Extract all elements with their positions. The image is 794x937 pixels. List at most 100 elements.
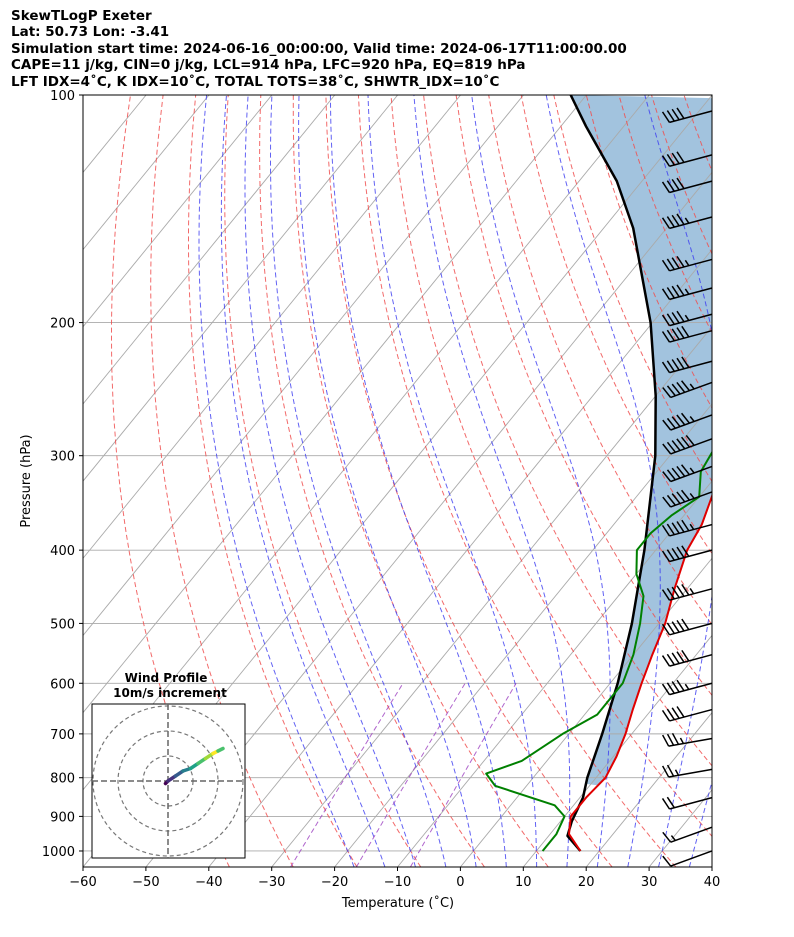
y-tick-label: 300 <box>50 450 75 465</box>
barb-flag <box>680 464 691 476</box>
wind-barb <box>661 584 713 601</box>
barb-staff <box>670 381 713 399</box>
barb-staff <box>670 491 713 508</box>
barb-staff <box>669 154 713 167</box>
barb-flag <box>666 796 675 809</box>
barb-flag <box>666 549 675 561</box>
barb-flag <box>661 734 670 747</box>
chart-title: SkewTLogP Exeter <box>11 8 152 24</box>
barb-flag <box>671 152 680 165</box>
barb-flag <box>680 380 691 392</box>
x-tick-label: 20 <box>578 875 595 890</box>
x-tick-label: −30 <box>258 875 285 890</box>
barb-flag <box>671 285 680 298</box>
barb-flag <box>661 181 671 193</box>
mixing-ratio-line <box>355 683 466 867</box>
isotherm-line <box>522 634 712 867</box>
moist-adiabat-line <box>270 95 447 867</box>
y-tick-label: 700 <box>50 728 75 743</box>
wind-barb <box>662 826 713 843</box>
barb-flag <box>661 361 671 374</box>
wind-barb <box>662 489 713 508</box>
location-line: Lat: 50.73 Lon: -3.41 <box>11 24 170 41</box>
barb-staff <box>670 826 713 843</box>
dry-adiabat-line <box>390 95 712 838</box>
barb-flag <box>661 155 671 167</box>
barb-staff <box>669 313 713 327</box>
barb-flag <box>671 586 680 599</box>
barb-flag <box>666 523 675 536</box>
barb-flag <box>662 471 672 482</box>
dry-adiabat-line <box>423 95 712 767</box>
barb-flag <box>676 284 685 296</box>
barb-half <box>684 259 690 267</box>
barb-flag <box>661 623 671 636</box>
barb-flag <box>676 706 685 718</box>
barb-staff <box>669 258 713 272</box>
x-tick-label: −10 <box>384 875 411 890</box>
barb-half <box>689 523 695 530</box>
barb-flag <box>671 383 681 395</box>
barb-flag <box>671 178 680 191</box>
barb-half <box>689 588 695 595</box>
wind-barb <box>661 213 713 230</box>
barb-half <box>689 467 695 474</box>
wind-barb <box>661 618 713 636</box>
wind-barb <box>661 545 713 563</box>
barb-flag <box>671 359 680 371</box>
barb-flag <box>680 412 691 424</box>
isotherm-line <box>145 171 712 867</box>
x-tick-label: −60 <box>69 875 96 890</box>
wind-barb <box>662 464 713 483</box>
barb-flag <box>666 329 675 342</box>
barb-flag <box>666 417 676 429</box>
barb-flag <box>671 493 681 505</box>
barb-flag <box>671 547 680 560</box>
barb-half <box>689 383 695 390</box>
barb-flag <box>676 491 686 503</box>
barb-flag <box>666 469 676 481</box>
x-tick-label: 30 <box>641 875 658 890</box>
barb-flag <box>685 434 695 446</box>
dry-adiabat-line <box>188 95 358 867</box>
x-tick-label: 0 <box>456 875 464 890</box>
wind-barb <box>662 850 713 867</box>
dry-adiabat-line <box>259 95 485 867</box>
barb-flag <box>671 416 681 428</box>
barb-staff <box>670 465 713 483</box>
barb-flag <box>671 707 680 719</box>
barb-half <box>679 737 685 744</box>
wind-barb <box>661 796 713 810</box>
wind-barb <box>661 325 713 343</box>
barb-flag <box>676 177 685 190</box>
mixing-ratio-line <box>290 683 404 867</box>
barb-flag <box>666 216 675 228</box>
barb-flag <box>662 496 672 508</box>
barb-staff <box>669 360 713 374</box>
wind-barb <box>661 649 713 667</box>
barb-flag <box>662 831 672 843</box>
barb-flag <box>666 764 675 777</box>
wind-barb <box>661 706 713 722</box>
time-line: Simulation start time: 2024-06-16_00:00:… <box>11 40 627 57</box>
barb-staff <box>670 414 713 431</box>
barb-staff <box>669 622 713 636</box>
moist-adiabat-line <box>220 95 386 867</box>
isotherm-line <box>83 95 587 714</box>
barb-flag <box>676 679 685 692</box>
barb-flag <box>676 438 686 450</box>
wind-barb <box>661 679 713 696</box>
dry-adiabat-line <box>224 95 422 867</box>
dry-adiabat-line <box>292 95 549 867</box>
barb-staff <box>669 682 713 696</box>
barb-flag <box>661 709 671 722</box>
barb-flag <box>676 466 686 477</box>
dry-adiabat-line <box>749 95 794 867</box>
x-tick-label: −40 <box>195 875 222 890</box>
x-axis-label: Temperature (˚C) <box>341 895 454 911</box>
barb-flag <box>661 765 670 778</box>
dry-adiabat-line <box>455 95 712 697</box>
hodograph-subtitle: 10m/s increment <box>113 686 227 700</box>
barb-flag <box>666 587 675 600</box>
x-tick-label: 10 <box>515 875 532 890</box>
